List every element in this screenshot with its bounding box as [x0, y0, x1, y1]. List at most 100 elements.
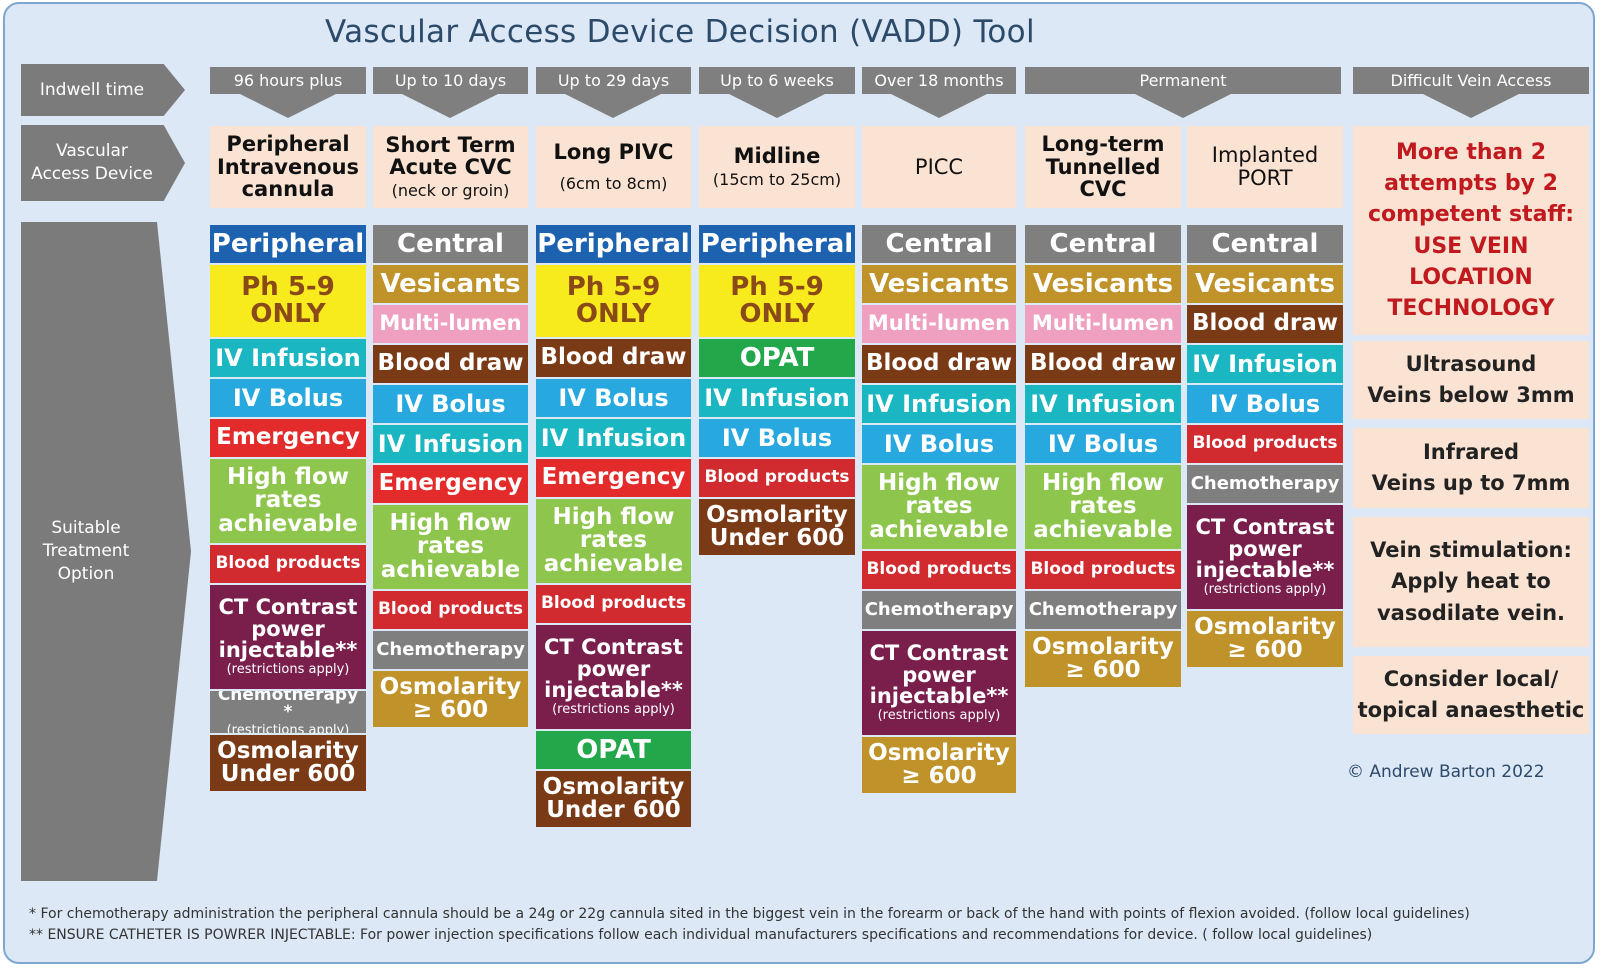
treatment-cell-chemotherapy: Chemotherapy: [1025, 591, 1181, 629]
treatment-label: Vesicants: [1194, 268, 1336, 299]
treatment-label: Blood draw: [540, 344, 687, 371]
treatment-cell-iv-infusion: IV Infusion: [210, 339, 366, 377]
treatment-cell-blood-draw: Blood draw: [862, 345, 1016, 383]
treatment-cell-blood-products: Blood products: [210, 545, 366, 583]
indwell-arrow: [729, 94, 825, 118]
treatment-label: Blood draw: [1029, 350, 1177, 377]
treatment-label: Peripheral: [700, 228, 854, 259]
treatment-label: Central: [1211, 228, 1319, 259]
treatment-cell-iv-bolus: IV Bolus: [1025, 425, 1181, 463]
treatment-label: Chemotherapy: [1028, 598, 1178, 620]
treatment-label: Peripheral: [211, 228, 365, 259]
treatment-cell-iv-infusion: IV Infusion: [699, 379, 855, 417]
treatment-label: IV Bolus: [1047, 429, 1159, 458]
infrared-option: Infrared Veins up to 7mm: [1353, 428, 1589, 508]
restriction-note: (restrictions apply): [226, 662, 350, 678]
treatment-cell-central: Central: [373, 225, 528, 263]
treatment-label: Vesicants: [1032, 268, 1174, 299]
indwell-header-18-months: Over 18 months: [862, 67, 1016, 94]
treatment-cell-vesicants: Vesicants: [862, 265, 1016, 303]
treatment-label: IV Infusion: [540, 423, 687, 452]
treatment-cell-ct-contrast-power-injectable: CT Contrast power injectable** (restricti…: [862, 631, 1016, 735]
indwell-arrow: [240, 94, 336, 118]
treatment-cell-high-flow-rates-achievable: High flow rates achievable: [1025, 465, 1181, 549]
treatment-cell-high-flow-rates-achievable: High flow rates achievable: [536, 499, 691, 583]
treatment-cell-iv-infusion: IV Infusion: [536, 419, 691, 457]
treatment-cell-chemotherapy: Chemotherapy * (restrictions apply): [210, 691, 366, 733]
treatment-label: Ph 5-9 ONLY: [730, 272, 824, 329]
indwell-arrow: [565, 94, 661, 118]
indwell-header-difficult-vein-access: Difficult Vein Access: [1353, 67, 1589, 94]
device-subtitle: (6cm to 8cm): [559, 173, 668, 193]
row-label-vascular-access-device: Vascular Access Device: [21, 125, 185, 201]
treatment-cell-iv-bolus: IV Bolus: [536, 379, 691, 417]
treatment-column: Central Vesicants Multi-lumen Blood draw IV …: [373, 225, 528, 727]
treatment-cell-central: Central: [862, 225, 1016, 263]
treatment-column: Peripheral Ph 5-9 ONLY OPAT IV Infusion IV B…: [699, 225, 855, 555]
treatment-cell-blood-products: Blood products: [862, 551, 1016, 589]
device-picc: PICC: [862, 126, 1016, 208]
treatment-cell-multi-lumen: Multi-lumen: [373, 305, 528, 343]
treatment-label: OPAT: [739, 342, 815, 373]
treatment-label: Chemotherapy: [376, 638, 525, 660]
treatment-label: Blood products: [540, 593, 687, 614]
treatment-label: IV Infusion: [215, 343, 361, 372]
treatment-cell-emergency: Emergency: [210, 419, 366, 457]
device-tunnelled-cvc: Long-term Tunnelled CVC: [1025, 126, 1181, 208]
treatment-cell-osmolarity-600: Osmolarity ≥ 600: [1025, 631, 1181, 687]
difficult-vein-access-warning: More than 2 attempts by 2 competent staf…: [1353, 126, 1589, 335]
treatment-cell-opat: OPAT: [536, 731, 691, 769]
device-implanted-port: Implanted PORT: [1187, 126, 1343, 208]
treatment-cell-ct-contrast-power-injectable: CT Contrast power injectable** (restricti…: [536, 625, 691, 729]
treatment-cell-iv-bolus: IV Bolus: [699, 419, 855, 457]
treatment-label: IV Infusion: [377, 429, 524, 458]
indwell-header-29-days: Up to 29 days: [536, 67, 691, 94]
treatment-cell-osmolarity-under-600: Osmolarity Under 600: [699, 499, 855, 555]
treatment-label: CT Contrast power injectable**: [218, 595, 358, 663]
indwell-header-permanent: Permanent: [1025, 67, 1341, 94]
treatment-cell-iv-infusion: IV Infusion: [1025, 385, 1181, 423]
treatment-cell-peripheral: Peripheral: [210, 225, 366, 263]
treatment-cell-high-flow-rates-achievable: High flow rates achievable: [210, 459, 366, 543]
treatment-label: IV Bolus: [558, 383, 669, 412]
treatment-label: Emergency: [216, 424, 360, 451]
treatment-column: Central Vesicants Multi-lumen Blood draw IV …: [862, 225, 1016, 793]
device-subtitle: (neck or groin): [391, 181, 510, 201]
treatment-label: Vesicants: [380, 268, 521, 299]
treatment-cell-peripheral: Peripheral: [699, 225, 855, 263]
treatment-label: OPAT: [576, 734, 651, 765]
treatment-cell-osmolarity-600: Osmolarity ≥ 600: [1187, 611, 1343, 667]
treatment-label: IV Bolus: [1209, 389, 1321, 418]
treatment-label: IV Infusion: [1030, 389, 1176, 418]
treatment-cell-multi-lumen: Multi-lumen: [862, 305, 1016, 343]
device-name: Short Term Acute CVC: [385, 132, 516, 180]
indwell-arrow: [1135, 94, 1231, 118]
treatment-label: Blood products: [1030, 559, 1176, 580]
restriction-note: (restrictions apply): [226, 722, 350, 733]
treatment-label: IV Bolus: [395, 389, 506, 418]
treatment-cell-vesicants: Vesicants: [373, 265, 528, 303]
treatment-cell-blood-draw: Blood draw: [373, 345, 528, 383]
treatment-cell-ct-contrast-power-injectable: CT Contrast power injectable** (restricti…: [210, 585, 366, 689]
treatment-label: Osmolarity Under 600: [542, 773, 685, 823]
treatment-cell-iv-bolus: IV Bolus: [210, 379, 366, 417]
device-long-pivc: Long PIVC (6cm to 8cm): [536, 126, 691, 208]
treatment-label: Central: [397, 228, 504, 259]
treatment-column: Peripheral Ph 5-9 ONLY IV Infusion IV Bolus…: [210, 225, 366, 791]
ultrasound-option: Ultrasound Veins below 3mm: [1353, 341, 1589, 419]
restriction-note: (restrictions apply): [1203, 582, 1327, 598]
indwell-arrow: [891, 94, 987, 118]
device-short-term-cvc: Short Term Acute CVC (neck or groin): [373, 126, 528, 208]
treatment-label: Ph 5-9 ONLY: [566, 272, 661, 329]
treatment-cell-ph-5-9-only: Ph 5-9 ONLY: [536, 265, 691, 337]
treatment-label: CT Contrast power injectable**: [1195, 515, 1335, 583]
device-name: Long PIVC: [553, 140, 674, 165]
device-name: Peripheral Intravenous cannula: [216, 131, 360, 202]
treatment-label: High flow rates achievable: [543, 503, 684, 577]
treatment-cell-osmolarity-under-600: Osmolarity Under 600: [210, 735, 366, 791]
treatment-label: Osmolarity ≥ 600: [1032, 633, 1174, 683]
indwell-arrow: [402, 94, 498, 118]
treatment-label: High flow rates achievable: [1033, 469, 1173, 543]
treatment-label: Blood products: [704, 467, 850, 488]
treatment-label: Chemotherapy: [1190, 472, 1340, 494]
